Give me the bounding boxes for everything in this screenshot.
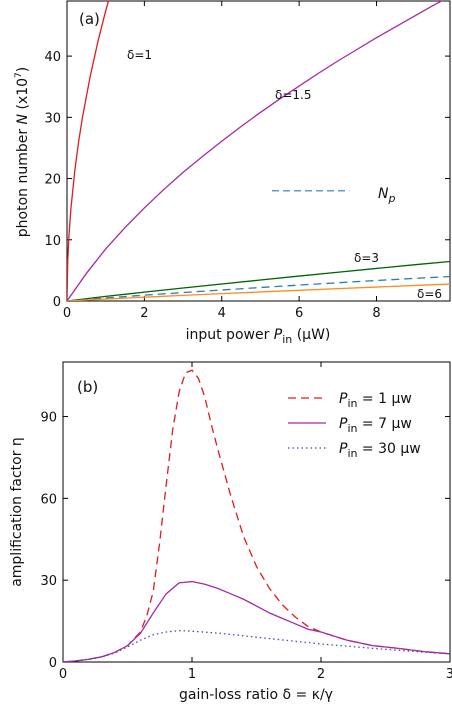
legend-label-var: P <box>339 441 348 457</box>
series-line-p-in-30-w <box>63 629 450 662</box>
panel-a-ylabel-main: photon number <box>15 124 31 237</box>
panel-a-ticks: 0 2 4 6 8 0 10 20 30 40 <box>44 1 450 321</box>
x-tick-label: 0 <box>59 667 67 682</box>
legend-label-rest: = 7 μw <box>357 416 411 432</box>
legend-label-var: P <box>339 391 348 407</box>
panel-a-ylabel-unit: (x10 <box>15 78 31 114</box>
legend-label-sub: in <box>347 422 357 435</box>
panel-a-ylabel: photon number N (x107) <box>14 67 31 238</box>
x-tick-label: 8 <box>372 306 380 321</box>
y-tick-label: 20 <box>44 173 61 188</box>
annotation-delta-1: δ=1 <box>127 48 152 62</box>
panel-a-ylabel-close: ) <box>15 67 31 72</box>
y-tick-label: 60 <box>40 492 57 507</box>
series-line--3 <box>67 260 450 301</box>
panel-a-xlabel-main: input power <box>186 327 274 343</box>
legend-label-rest: = 30 μw <box>357 441 420 457</box>
panel-b-frame <box>62 361 451 663</box>
x-tick-label: 1 <box>188 667 196 682</box>
legend-label-sub: in <box>347 447 357 460</box>
y-tick-label: 30 <box>44 111 61 126</box>
y-tick-label: 0 <box>49 656 57 671</box>
panel-b-ylabel: amplification factor η <box>9 437 25 587</box>
panel-a-xlabel-unit: (μW) <box>292 327 330 343</box>
y-tick-label: 10 <box>44 234 61 249</box>
legend-label-var: P <box>339 416 348 432</box>
x-tick-label: 6 <box>295 306 303 321</box>
y-tick-label: 40 <box>44 50 61 65</box>
series-line--1-5 <box>67 1 444 301</box>
panel-a-ylabel-exp: 7 <box>14 72 24 78</box>
series-line--1 <box>67 1 110 301</box>
legend-label-sub: in <box>347 397 357 410</box>
x-tick-label: 3 <box>446 667 452 682</box>
legend-label-rest: = 1 μw <box>357 391 411 407</box>
annotation-delta-3: δ=3 <box>354 251 379 265</box>
legend-label: Pin = 7 μw <box>339 416 412 435</box>
series-line--6 <box>67 283 450 301</box>
np-label-sub: p <box>387 192 395 205</box>
annotation-delta-1-5: δ=1.5 <box>275 88 311 102</box>
panel-a-label: (a) <box>79 10 100 28</box>
panel-a-xlabel: input power Pin (μW) <box>186 327 331 346</box>
panel-a-ylabel-var: N <box>15 113 31 124</box>
legend-label: Pin = 1 μw <box>339 391 412 410</box>
annotation-delta-6: δ=6 <box>417 287 442 301</box>
panel-a-series <box>67 1 450 301</box>
panel-a-xlabel-sub: in <box>282 333 292 346</box>
legend-label: Pin = 30 μw <box>339 441 421 460</box>
y-tick-label: 0 <box>53 295 61 310</box>
x-tick-label: 2 <box>317 667 325 682</box>
panel-a-xlabel-var: P <box>274 327 283 343</box>
y-tick-label: 30 <box>40 574 57 589</box>
series-line-p-in-1-w <box>63 369 450 662</box>
panel-b-xlabel: gain-loss ratio δ = κ/γ <box>179 687 333 703</box>
x-tick-label: 2 <box>140 306 148 321</box>
y-tick-label: 90 <box>40 411 57 426</box>
np-label: Np <box>378 186 395 205</box>
panel-a-frame <box>66 0 451 302</box>
panel-b-series <box>63 369 450 662</box>
x-tick-label: 0 <box>63 306 71 321</box>
x-tick-label: 4 <box>218 306 226 321</box>
panel-b-label: (b) <box>77 378 98 396</box>
np-label-var: N <box>378 186 389 202</box>
